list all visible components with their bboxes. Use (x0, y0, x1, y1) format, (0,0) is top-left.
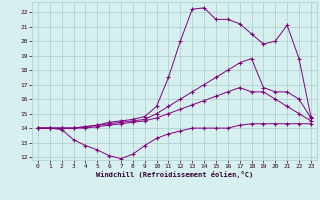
X-axis label: Windchill (Refroidissement éolien,°C): Windchill (Refroidissement éolien,°C) (96, 171, 253, 178)
